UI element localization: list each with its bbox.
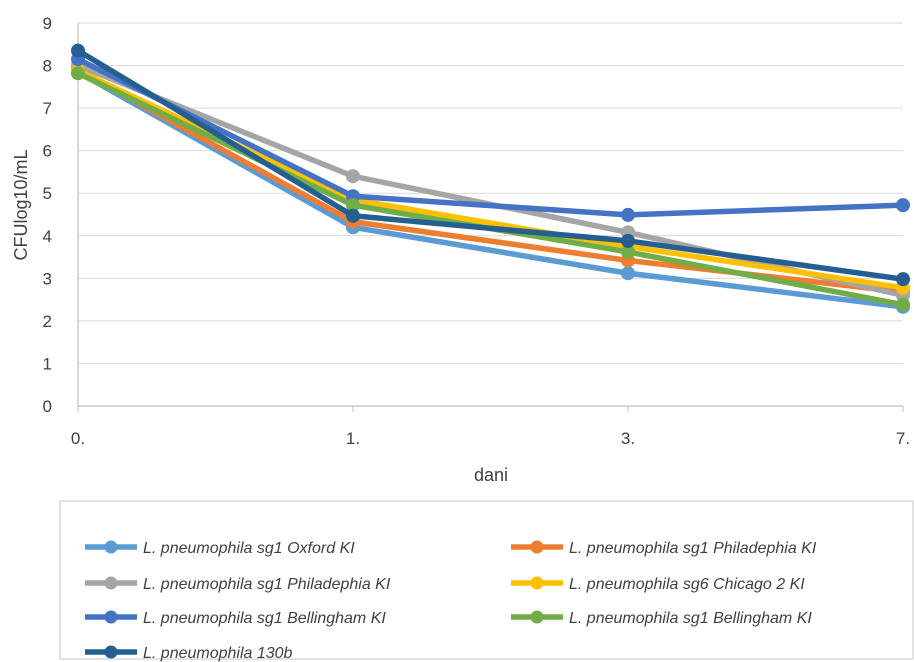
series-group bbox=[71, 43, 910, 314]
data-point bbox=[621, 244, 635, 259]
x-tick-label: 0. bbox=[71, 429, 85, 448]
legend-item: L. pneumophila 130b bbox=[85, 645, 293, 662]
series-line bbox=[75, 47, 906, 282]
y-axis-title: CFUlog10/mL bbox=[11, 149, 31, 260]
y-tick-label: 9 bbox=[43, 14, 52, 33]
data-point bbox=[896, 198, 910, 213]
legend-label: L. pneumophila sg1 Philadephia KI bbox=[143, 576, 391, 593]
data-point bbox=[71, 66, 85, 81]
data-point bbox=[621, 266, 635, 281]
series-6 bbox=[71, 66, 910, 312]
legend-swatch-marker bbox=[104, 645, 118, 659]
legend-label: L. pneumophila 130b bbox=[143, 645, 293, 662]
legend-label: L. pneumophila sg1 Oxford KI bbox=[143, 540, 355, 557]
data-point bbox=[896, 297, 910, 312]
legend-label: L. pneumophila sg1 Philadephia KI bbox=[569, 540, 817, 557]
data-point bbox=[346, 198, 360, 213]
y-tick-label: 1 bbox=[43, 354, 52, 373]
tick-labels: 0 1 2 3 4 5 6 7 8 9 0. 1. 3. 7. bbox=[43, 14, 911, 448]
legend-label: L. pneumophila sg6 Chicago 2 KI bbox=[569, 576, 805, 593]
axes bbox=[77, 23, 904, 412]
data-point bbox=[346, 169, 360, 184]
legend-swatch-marker bbox=[104, 576, 118, 590]
y-tick-label: 0 bbox=[43, 397, 52, 416]
legend-swatch-marker bbox=[104, 610, 118, 624]
y-tick-label: 4 bbox=[43, 227, 52, 246]
y-tick-label: 3 bbox=[43, 269, 52, 288]
legend-swatch-marker bbox=[530, 576, 544, 590]
y-tick-label: 7 bbox=[43, 99, 52, 118]
data-point bbox=[621, 233, 635, 248]
series-7 bbox=[71, 43, 910, 287]
x-axis-title: dani bbox=[474, 465, 508, 485]
legend-item: L. pneumophila sg1 Philadephia KI bbox=[511, 540, 817, 557]
legend-border bbox=[59, 500, 914, 660]
series-line bbox=[75, 56, 906, 218]
legend-item: L. pneumophila sg1 Bellingham KI bbox=[511, 610, 812, 627]
series-line bbox=[75, 67, 906, 295]
data-point bbox=[621, 207, 635, 222]
series-line bbox=[75, 69, 906, 310]
series-line bbox=[75, 67, 906, 291]
legend-item: L. pneumophila sg1 Oxford KI bbox=[85, 540, 355, 557]
legend-label: L. pneumophila sg1 Bellingham KI bbox=[143, 610, 386, 627]
y-tick-label: 6 bbox=[43, 142, 52, 161]
data-point bbox=[346, 208, 360, 223]
grid-lines bbox=[78, 22, 903, 364]
legend-item: L. pneumophila sg1 Philadephia KI bbox=[85, 576, 391, 593]
y-tick-label: 8 bbox=[43, 57, 52, 76]
legend-item: L. pneumophila sg6 Chicago 2 KI bbox=[511, 576, 805, 593]
x-tick-label: 3. bbox=[621, 429, 635, 448]
series-3 bbox=[71, 58, 910, 303]
data-point bbox=[71, 43, 85, 58]
legend: L. pneumophila sg1 Oxford KI L. pneumophi… bbox=[59, 500, 914, 662]
legend-swatch-marker bbox=[530, 610, 544, 624]
x-tick-label: 1. bbox=[346, 429, 360, 448]
legend-item: L. pneumophila sg1 Bellingham KI bbox=[85, 610, 386, 627]
data-point bbox=[896, 272, 910, 287]
y-tick-label: 5 bbox=[43, 184, 52, 203]
legend-label: L. pneumophila sg1 Bellingham KI bbox=[569, 610, 812, 627]
legend-swatch-marker bbox=[530, 540, 544, 554]
x-tick-label: 7. bbox=[896, 429, 910, 448]
legend-swatch-marker bbox=[104, 540, 118, 554]
y-tick-label: 2 bbox=[43, 312, 52, 331]
